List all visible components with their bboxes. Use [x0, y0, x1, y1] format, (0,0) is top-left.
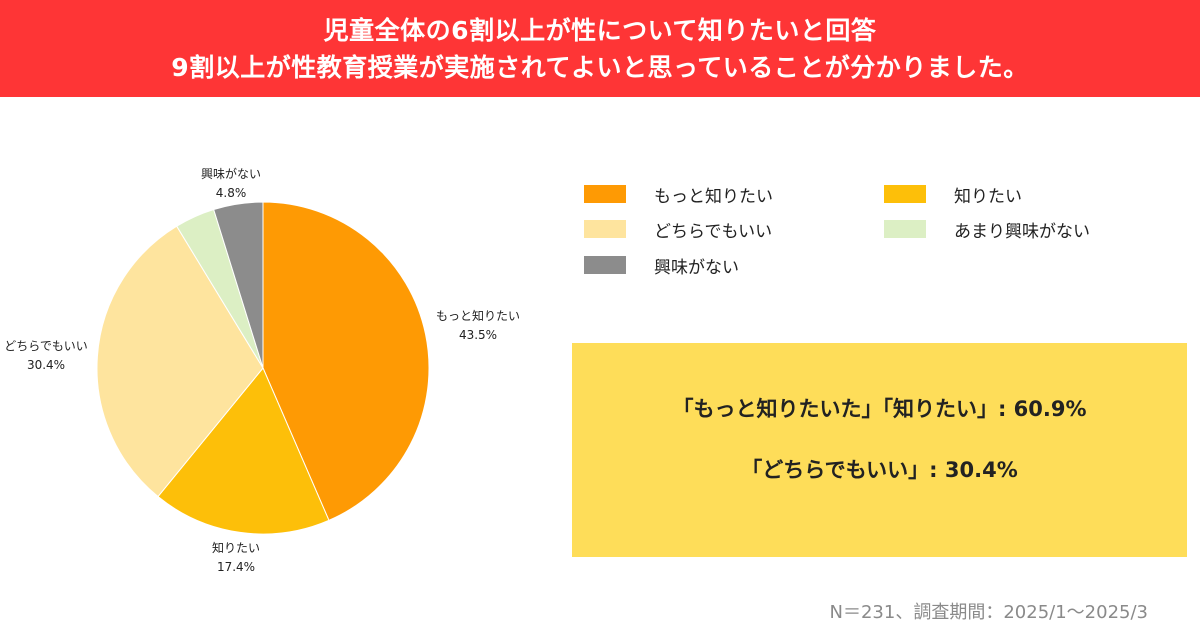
header-title-line-1: 児童全体の6割以上が性について知りたいと回答 — [323, 15, 877, 45]
slice-value-label: 30.4% — [27, 358, 65, 372]
legend-label: 知りたい — [954, 186, 1022, 207]
pie-slice — [262, 201, 430, 522]
legend-item: どちらでもいい — [584, 215, 772, 243]
summary-line-1: 「もっと知りたいた」「知りたい」: 60.9% — [672, 397, 1087, 421]
legend-item: 知りたい — [884, 180, 1022, 208]
slice-category-label: 興味がない — [201, 166, 261, 181]
legend-swatch — [884, 185, 926, 203]
legend-swatch — [584, 220, 626, 238]
survey-footnote: N＝231、調査期間：2025/1〜2025/3 — [829, 602, 1148, 623]
legend-item: 興味がない — [584, 251, 739, 279]
legend-swatch — [884, 220, 926, 238]
legend-label: 興味がない — [654, 257, 739, 278]
header-banner: 児童全体の6割以上が性について知りたいと回答 9割以上が性教育授業が実施されてよ… — [0, 0, 1200, 97]
slice-category-label: どちらでもいい — [4, 339, 87, 353]
legend-label: あまり興味がない — [954, 221, 1090, 242]
pie-slice — [157, 367, 330, 535]
slice-value-label: 17.4% — [217, 560, 255, 574]
header-title-line-2: 9割以上が性教育授業が実施されてよいと思っていることが分かりました。 — [171, 52, 1029, 82]
pie-slice — [213, 201, 264, 369]
pie-chart: もっと知りたい 43.5% 知りたい 17.4% どちらでもいい 30.4% 興味がない 4.… — [4, 166, 520, 574]
legend-label: どちらでもいい — [654, 221, 773, 242]
slice-category-label: もっと知りたい — [436, 309, 520, 323]
legend-swatch — [584, 185, 626, 203]
legend-label: もっと知りたい — [654, 186, 773, 207]
chart-legend: もっと知りたい 知りたい どちらでもいい あまり興味がない 興味がない — [584, 180, 1144, 290]
pie-slice — [96, 225, 264, 498]
legend-item: もっと知りたい — [584, 180, 773, 208]
slice-value-label: 4.8% — [216, 186, 247, 200]
legend-swatch — [584, 256, 626, 274]
slice-category-label: 知りたい — [212, 541, 260, 555]
slice-value-label: 43.5% — [459, 328, 497, 342]
summary-box: 「もっと知りたいた」「知りたい」: 60.9% 「どちらでもいい」: 30.4% — [572, 343, 1187, 557]
legend-item: あまり興味がない — [884, 215, 1090, 243]
summary-line-2: 「どちらでもいい」: 30.4% — [741, 458, 1018, 482]
